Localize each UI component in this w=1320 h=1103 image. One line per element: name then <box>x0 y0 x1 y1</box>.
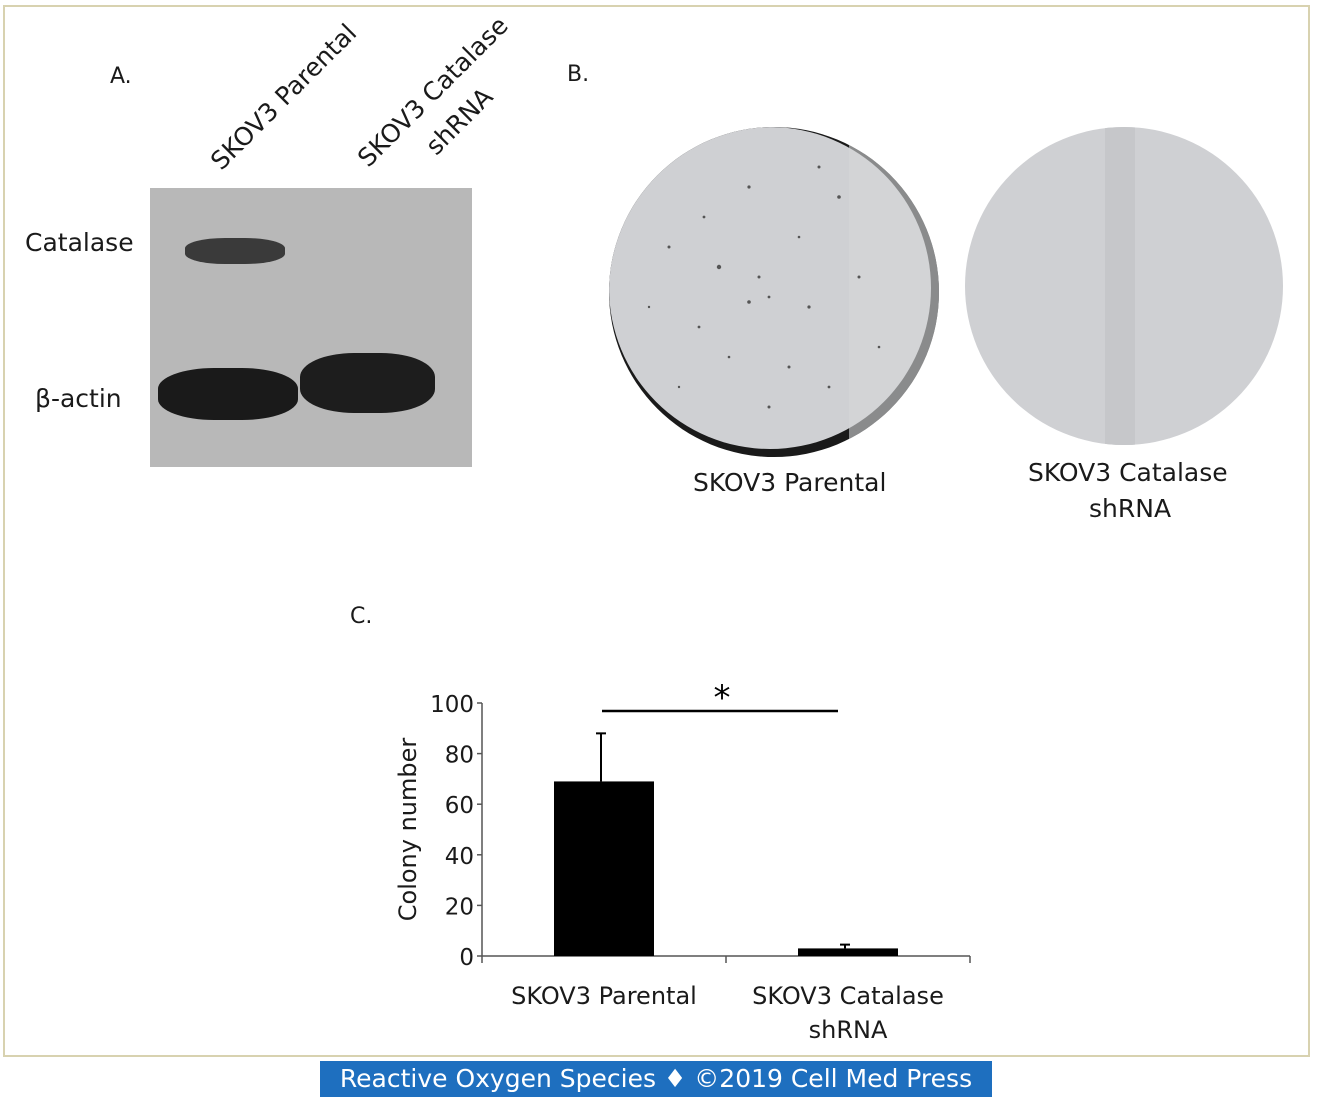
dish-label-parental: SKOV3 Parental <box>693 468 887 497</box>
actin-band-shrna <box>300 353 435 413</box>
y-tick-label: 0 <box>459 945 474 971</box>
dish-label-catalase-line1: SKOV3 Catalase <box>1028 458 1228 487</box>
western-blot-image <box>150 188 472 467</box>
catalase-band <box>185 238 285 264</box>
colony-bar-chart: 0 20 40 60 80 100 Colony number SKOV3 Parental S… <box>394 678 971 1044</box>
dish-parental <box>609 127 939 457</box>
footer-banner: Reactive Oxygen Species ♦ ©2019 Cell Med… <box>320 1061 992 1097</box>
row-label-catalase: Catalase <box>25 228 134 257</box>
x-category-label: SKOV3 Catalase <box>752 982 944 1010</box>
y-tick-label: 20 <box>445 894 474 920</box>
y-axis-label: Colony number <box>394 738 422 922</box>
x-category-label: shRNA <box>809 1016 888 1044</box>
figure-frame <box>3 5 1310 1057</box>
y-tick-label: 60 <box>445 793 474 819</box>
x-category-label: SKOV3 Parental <box>511 982 697 1010</box>
dish-label-catalase-line2: shRNA <box>1089 494 1172 523</box>
y-tick-label: 40 <box>445 844 474 870</box>
significance-star: * <box>714 678 731 718</box>
dish-catalase-shrna <box>965 127 1283 445</box>
y-tick-label: 100 <box>430 692 474 718</box>
bar-1 <box>798 948 898 956</box>
y-tick-label: 80 <box>445 743 474 769</box>
actin-band-parental <box>158 368 298 420</box>
panel-b-label: B. <box>567 62 590 87</box>
row-label-beta-actin: β-actin <box>35 384 122 413</box>
panel-c-label: C. <box>350 604 373 629</box>
dish-reflection <box>1105 127 1135 445</box>
bar-0 <box>554 781 654 956</box>
panel-a-label: A. <box>110 64 132 89</box>
